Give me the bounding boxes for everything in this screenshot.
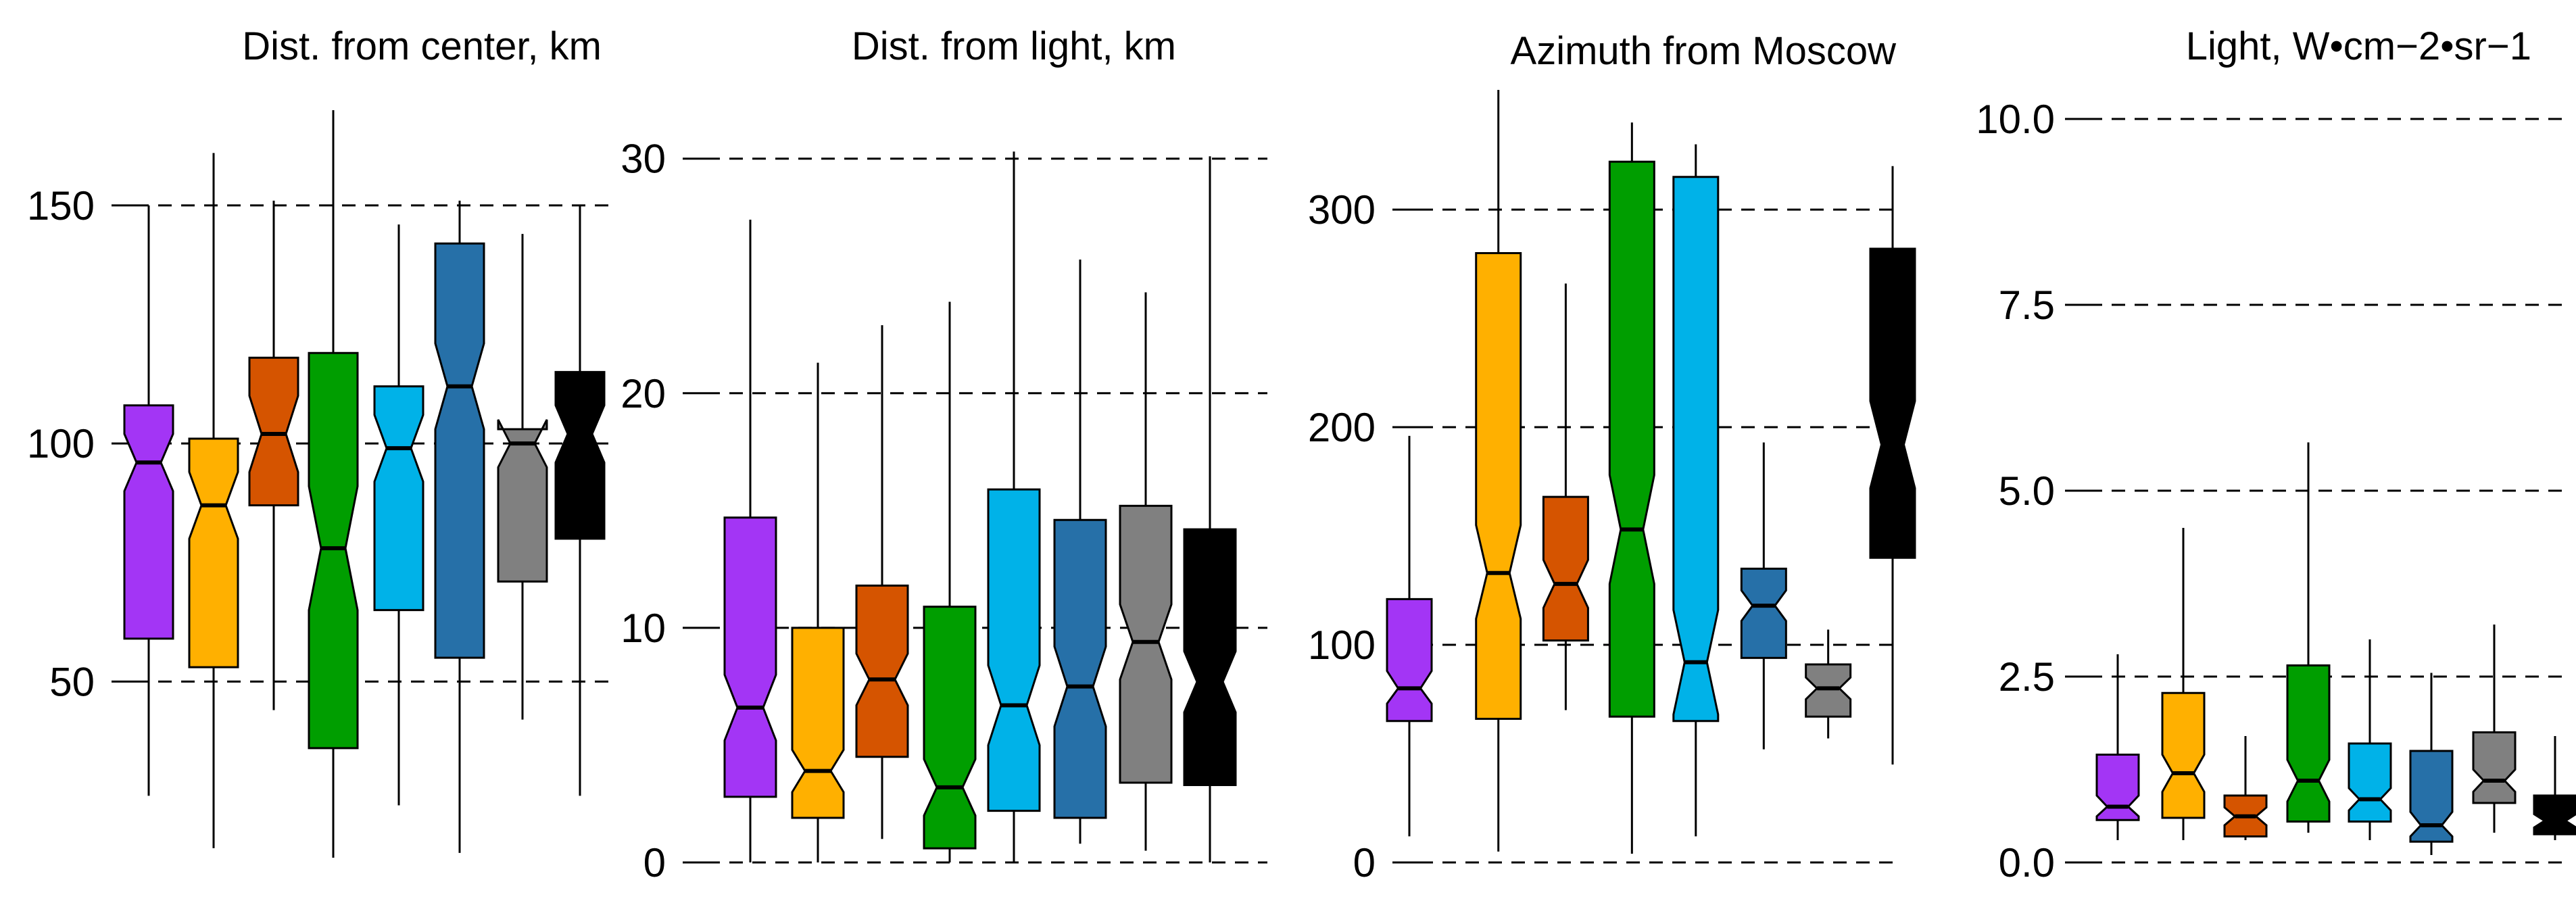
box-1: [723, 219, 777, 862]
box-7: [2472, 625, 2517, 833]
panel-4: Light, W•cm−2•sr−1 0.0 2.5 5.0 7.5 10.0: [1976, 24, 2576, 885]
panel-3: Azimuth from Moscow 0 100 200 300: [1308, 29, 1916, 885]
box-2: [188, 153, 239, 848]
box-body: [791, 627, 845, 819]
y-tick-label: 200: [1308, 405, 1376, 450]
y-tick-label: 30: [621, 137, 666, 182]
box-4: [308, 110, 359, 858]
box-body: [1869, 247, 1916, 559]
box-body: [308, 351, 359, 750]
box-3: [1542, 283, 1589, 710]
box-5: [987, 151, 1041, 862]
box-body: [1386, 597, 1433, 723]
y-tick-label: 300: [1308, 187, 1376, 233]
panel-1: Dist. from center, km 50 100 150: [27, 24, 612, 858]
y-tick-label: 100: [1308, 623, 1376, 668]
box-1: [2095, 654, 2140, 840]
box-8: [2533, 736, 2576, 840]
box-body: [434, 242, 485, 659]
y-tick-label: 20: [621, 371, 666, 416]
box-body: [2095, 754, 2140, 821]
box-body: [123, 404, 174, 640]
box-body: [497, 419, 548, 583]
box-body: [188, 437, 239, 668]
panel-title: Dist. from light, km: [852, 24, 1176, 68]
box-body: [248, 356, 299, 507]
box-2: [2161, 528, 2206, 840]
box-body: [723, 516, 777, 798]
y-tick-label: 7.5: [1999, 283, 2055, 328]
panel-2: Dist. from light, km 0 10 20 30: [621, 24, 1267, 885]
box-body: [987, 488, 1041, 812]
box-3: [2223, 736, 2268, 840]
box-body: [1183, 528, 1237, 786]
y-tick-label: 0: [1353, 840, 1376, 885]
box-5: [2348, 639, 2392, 840]
y-tick-label: 0: [643, 840, 666, 885]
box-body: [2286, 664, 2331, 823]
y-tick-label: 150: [27, 183, 95, 228]
panel-title: Azimuth from Moscow: [1511, 29, 1897, 73]
box-1: [123, 205, 174, 796]
panel-title: Light, W•cm−2•sr−1: [2186, 24, 2531, 68]
box-body: [1805, 663, 1852, 718]
y-tick-label: 0.0: [1999, 840, 2055, 885]
box-8: [1869, 166, 1916, 765]
box-body: [373, 385, 424, 612]
box-body: [2409, 750, 2454, 843]
box-body: [855, 584, 909, 758]
box-4: [2286, 442, 2331, 833]
box-4: [923, 301, 977, 862]
box-6: [2409, 673, 2454, 855]
box-8: [1183, 156, 1237, 862]
box-body: [2533, 794, 2576, 835]
box-7: [1805, 629, 1852, 739]
box-5: [373, 224, 424, 806]
box-body: [1475, 251, 1522, 720]
box-5: [1672, 144, 1720, 837]
box-body: [2472, 731, 2517, 804]
box-body: [1053, 518, 1107, 819]
box-body: [1672, 176, 1720, 723]
box-3: [248, 200, 299, 710]
y-tick-label: 50: [49, 659, 95, 704]
y-tick-label: 2.5: [1999, 654, 2055, 700]
box-body: [2161, 691, 2206, 819]
box-body: [1740, 567, 1787, 659]
y-tick-label: 5.0: [1999, 468, 2055, 514]
box-body: [2348, 742, 2392, 823]
box-3: [855, 325, 909, 839]
box-body: [554, 370, 606, 540]
box-2: [1475, 90, 1522, 852]
panel-title: Dist. from center, km: [242, 24, 602, 68]
box-body: [1542, 495, 1589, 642]
box-body: [1119, 504, 1173, 784]
box-body: [923, 606, 977, 850]
y-tick-label: 10: [621, 606, 666, 651]
box-6: [1053, 259, 1107, 844]
box-body: [1608, 160, 1655, 718]
box-1: [1386, 435, 1433, 837]
box-7: [1119, 292, 1173, 851]
box-6: [1740, 442, 1787, 750]
y-tick-label: 100: [27, 421, 95, 466]
box-4: [1608, 122, 1655, 854]
box-7: [497, 234, 548, 720]
box-8: [554, 205, 606, 796]
box-2: [791, 362, 845, 862]
y-tick-label: 10.0: [1976, 97, 2055, 142]
box-6: [434, 200, 485, 853]
